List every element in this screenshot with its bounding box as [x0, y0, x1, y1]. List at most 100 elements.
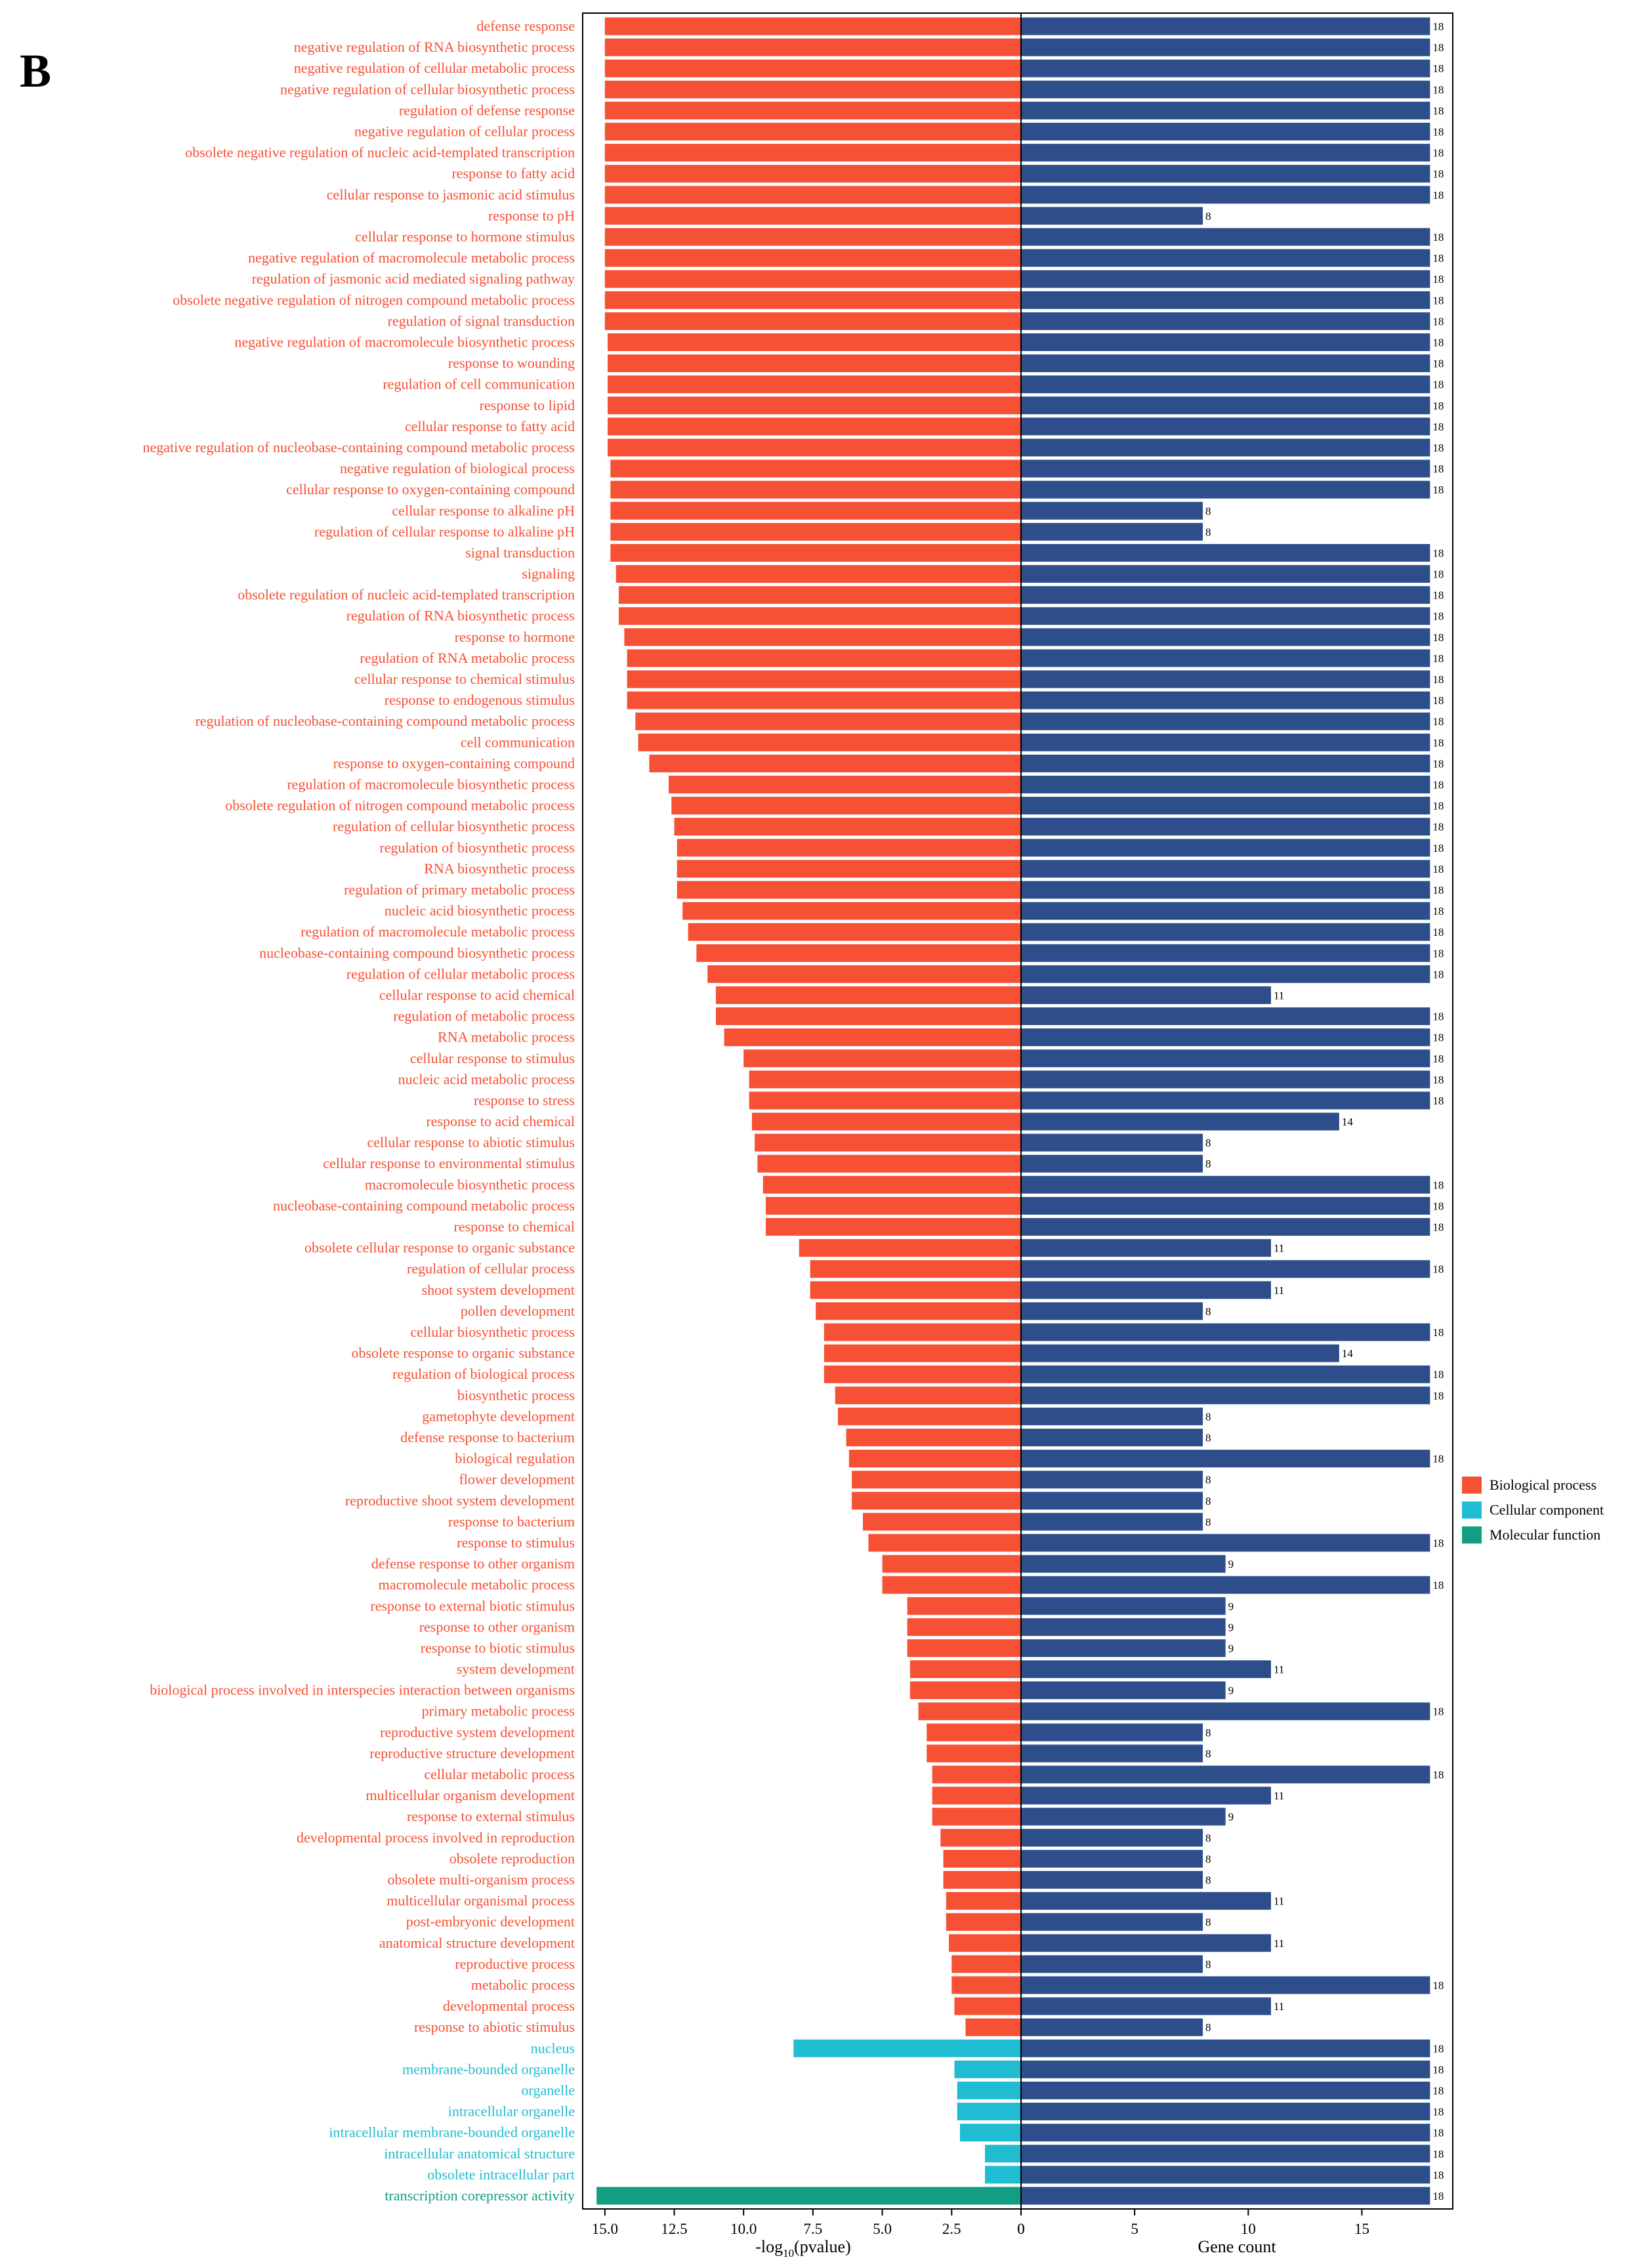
gene-count-bar: [1021, 818, 1430, 836]
gene-count-bar: [1021, 1807, 1226, 1826]
pvalue-bar: [824, 1323, 1021, 1341]
gene-count-bar: [1021, 1386, 1430, 1404]
gene-count-value: 18: [1432, 20, 1444, 33]
gene-count-bar: [1021, 1218, 1430, 1236]
gene-count-bar: [1021, 944, 1430, 962]
term-label: cellular response to acid chemical: [379, 986, 575, 1003]
pvalue-bar: [848, 1450, 1021, 1468]
term-label: regulation of cellular metabolic process: [346, 965, 575, 982]
term-label: cellular response to alkaline pH: [392, 502, 575, 518]
gene-count-value: 9: [1228, 1685, 1234, 1697]
gene-count-bar: [1021, 2018, 1203, 2036]
term-label: regulation of nucleobase-containing comp…: [195, 713, 575, 729]
pvalue-bar: [677, 860, 1021, 878]
gene-count-bar: [1021, 1028, 1430, 1047]
gene-count-bar: [1021, 1450, 1430, 1468]
gene-count-value: 18: [1432, 2190, 1444, 2202]
gene-count-value: 18: [1432, 336, 1444, 348]
term-label: response to chemical: [454, 1219, 575, 1235]
legend-label: Molecular function: [1490, 1526, 1600, 1543]
term-label: obsolete negative regulation of nitrogen…: [173, 291, 575, 308]
gene-count-value: 11: [1274, 1242, 1284, 1255]
gene-count-bar: [1021, 2060, 1430, 2078]
gene-count-bar: [1021, 565, 1430, 583]
gene-count-value: 18: [1432, 168, 1444, 180]
term-label: cellular response to stimulus: [410, 1050, 575, 1066]
gene-count-value: 18: [1432, 1368, 1444, 1381]
gene-count-value: 8: [1205, 1410, 1211, 1423]
gene-count-bar: [1021, 1133, 1203, 1152]
pvalue-bar: [954, 1997, 1021, 2015]
term-label: regulation of RNA metabolic process: [360, 650, 575, 666]
gene-count-value: 8: [1205, 1853, 1211, 1865]
gene-count-bar: [1021, 1702, 1430, 1721]
term-label: response to acid chemical: [426, 1113, 575, 1129]
gene-count-bar: [1021, 1175, 1430, 1194]
term-label: biological regulation: [455, 1450, 575, 1467]
pvalue-bar: [949, 1934, 1021, 1952]
gene-count-bar: [1021, 1407, 1203, 1425]
gene-count-bar: [1021, 396, 1430, 415]
term-label: macromolecule biosynthetic process: [365, 1176, 575, 1192]
gene-count-bar: [1021, 312, 1430, 330]
pvalue-bar: [810, 1281, 1021, 1299]
gene-count-bar: [1021, 480, 1430, 499]
term-label: cellular response to fatty acid: [405, 418, 575, 434]
pvalue-bar: [927, 1744, 1021, 1763]
pvalue-bar: [918, 1702, 1021, 1721]
gene-count-bar: [1021, 249, 1430, 267]
term-label: obsolete cellular response to organic su…: [304, 1240, 575, 1256]
gene-count-value: 8: [1205, 1874, 1211, 1887]
gene-count-bar: [1021, 1007, 1430, 1026]
pvalue-bar: [816, 1302, 1021, 1320]
term-label: response to external stimulus: [407, 1808, 575, 1824]
pvalue-bar: [715, 1007, 1021, 1026]
term-label: regulation of cellular response to alkal…: [314, 523, 575, 539]
gene-count-value: 18: [1432, 884, 1444, 896]
term-label: primary metabolic process: [422, 1703, 575, 1719]
gene-count-value: 18: [1432, 652, 1444, 665]
gene-count-value: 14: [1342, 1347, 1354, 1360]
gene-count-bar: [1021, 38, 1430, 56]
gene-count-value: 8: [1205, 1158, 1211, 1170]
gene-count-bar: [1021, 186, 1430, 204]
term-label: cell communication: [461, 734, 575, 750]
gene-count-value: 11: [1274, 1895, 1284, 1908]
pvalue-bar: [618, 586, 1021, 604]
gene-count-value: 18: [1432, 1769, 1444, 1781]
gene-count-value: 18: [1432, 104, 1444, 117]
pvalue-bar: [766, 1196, 1021, 1215]
gene-count-axis: 0 5 10 15: [1017, 2209, 1369, 2237]
pvalue-bar: [627, 649, 1021, 667]
gene-count-bar: [1021, 2081, 1430, 2099]
term-label: regulation of defense response: [399, 102, 575, 118]
gene-count-bar: [1021, 965, 1430, 983]
gene-count-bar: [1021, 1281, 1271, 1299]
term-label: cellular response to oxygen-containing c…: [286, 481, 575, 497]
gene-count-bar: [1021, 1765, 1430, 1784]
pvalue-bar: [618, 607, 1021, 625]
gene-count-bar: [1021, 1323, 1430, 1341]
pvalue-bar: [957, 2081, 1021, 2099]
term-label: organelle: [522, 2082, 575, 2098]
gene-count-bar: [1021, 1070, 1430, 1089]
term-labels: defense response negative regulation of R…: [142, 18, 575, 2204]
gene-count-bar: [1021, 1681, 1226, 1700]
term-label: developmental process involved in reprod…: [297, 1829, 575, 1845]
gene-count-value: 11: [1274, 1790, 1284, 1802]
gene-count-value: 18: [1432, 1053, 1444, 1065]
pvalue-bar: [608, 417, 1021, 436]
term-label: signaling: [522, 566, 575, 582]
gene-count-bar: [1021, 1723, 1203, 1742]
gene-count-value: 18: [1432, 62, 1444, 75]
pvalue-bar: [635, 712, 1021, 730]
term-label: RNA biosynthetic process: [424, 860, 575, 877]
pvalue-bar: [868, 1534, 1021, 1552]
term-label: reproductive system development: [380, 1724, 575, 1740]
gene-count-bar: [1021, 2103, 1430, 2121]
pvalue-bar: [608, 333, 1021, 351]
term-label: negative regulation of cellular process: [354, 123, 575, 140]
gene-count-value: 18: [1432, 147, 1444, 159]
gene-count-value: 8: [1205, 1958, 1211, 1971]
